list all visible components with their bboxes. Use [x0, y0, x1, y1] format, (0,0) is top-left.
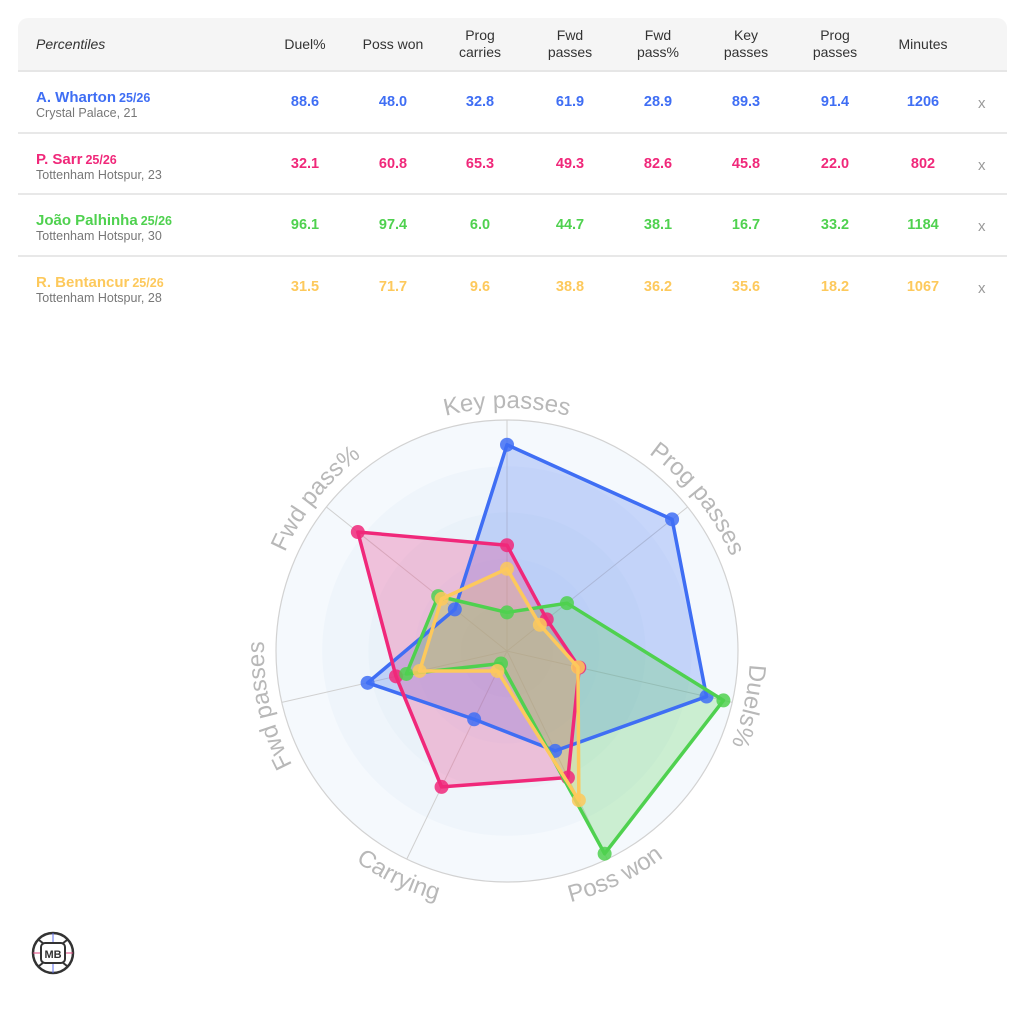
radar-spoke [406, 650, 508, 860]
season-label: 25/26 [132, 275, 164, 290]
data-point[interactable] [532, 617, 547, 632]
data-point[interactable] [399, 666, 414, 681]
data-point[interactable] [665, 512, 680, 527]
cell-poss_won: 60.8 [378, 155, 408, 172]
cell-key_passes: 16.7 [731, 217, 761, 233]
cell-minutes: 802 [910, 155, 936, 172]
axis-label: Key passes [441, 387, 573, 422]
series-line [365, 442, 709, 753]
cell-poss_won: 97.4 [378, 217, 408, 233]
data-point[interactable] [559, 596, 574, 611]
header-poss_won[interactable]: Poss won [362, 35, 424, 52]
cell-minutes: 1206 [906, 94, 940, 110]
cell-minutes: 1067 [906, 278, 940, 295]
player-team-age: Tottenham Hotspur, 28 [36, 290, 162, 305]
player-name[interactable]: A. Wharton 25/26 [36, 89, 151, 106]
season-label: 25/26 [140, 214, 172, 228]
percentiles-table: Percentiles Duel% Poss won Prog carries Fwd p… [18, 18, 1007, 318]
data-point[interactable] [360, 675, 375, 690]
header-fwd_pass_pct[interactable]: Fwd pass% [636, 27, 680, 60]
header-minutes[interactable]: Minutes [898, 35, 948, 52]
player-name[interactable]: R. Bentancur 25/26 [36, 273, 164, 291]
data-point[interactable] [500, 437, 514, 452]
data-point[interactable] [716, 693, 731, 708]
cell-fwd_pass_pct: 82.6 [643, 155, 673, 172]
data-point[interactable] [500, 605, 514, 620]
cell-duel_pct: 88.6 [290, 94, 320, 110]
table-row: João Palhinha 25/26 Tottenham Hotspur, 30 9… [18, 195, 1007, 257]
cell-key_passes: 35.6 [731, 278, 761, 295]
cell-duel_pct: 96.1 [290, 217, 320, 233]
table-row: P. Sarr 25/26 Tottenham Hotspur, 23 32.1 60.… [18, 134, 1007, 195]
cell-duel_pct: 32.1 [290, 155, 320, 172]
cell-prog_carries: 32.8 [465, 94, 495, 110]
data-point[interactable] [597, 846, 612, 861]
season-label: 25/26 [85, 152, 117, 167]
cell-prog_passes: 22.0 [820, 155, 850, 172]
table-row: R. Bentancur 25/26 Tottenham Hotspur, 28 31… [18, 257, 1007, 319]
data-point[interactable] [500, 538, 514, 553]
radar-spoke [506, 650, 733, 703]
data-point[interactable] [350, 525, 365, 540]
cell-minutes: 1184 [907, 217, 939, 233]
player-name[interactable]: João Palhinha 25/26 [36, 212, 172, 229]
data-point[interactable] [490, 663, 505, 678]
header-key_passes[interactable]: Key passes [723, 27, 769, 60]
header-fwd_passes[interactable]: Fwd passes [547, 27, 593, 60]
cell-duel_pct: 31.5 [290, 278, 320, 295]
cell-prog_passes: 91.4 [820, 94, 850, 110]
cell-prog_carries: 6.0 [469, 217, 491, 233]
cell-prog_carries: 9.6 [469, 278, 491, 295]
series-area [406, 596, 724, 854]
remove-player-button[interactable]: x [978, 279, 986, 297]
table-header: Percentiles Duel% Poss won Prog carries Fwd p… [18, 18, 1007, 72]
season-label: 25/26 [119, 91, 151, 105]
data-point[interactable] [467, 712, 482, 727]
cell-fwd_pass_pct: 38.1 [643, 217, 673, 233]
header-prog_passes[interactable]: Prog passes [812, 27, 858, 60]
cell-fwd_passes: 38.8 [555, 278, 585, 295]
cell-fwd_passes: 49.3 [555, 155, 585, 172]
player-team-age: Tottenham Hotspur, 30 [36, 229, 162, 243]
data-point[interactable] [571, 793, 586, 808]
header-percentiles: Percentiles [36, 35, 106, 52]
table-row: A. Wharton 25/26 Crystal Palace, 21 88.6 48.… [18, 72, 1007, 134]
mb-logo-icon: MB [31, 931, 75, 975]
cell-prog_passes: 33.2 [820, 217, 850, 233]
remove-player-button[interactable]: x [978, 95, 986, 112]
cell-fwd_pass_pct: 28.9 [643, 94, 673, 110]
data-point[interactable] [570, 660, 585, 675]
header-duel_pct[interactable]: Duel% [284, 35, 326, 52]
cell-fwd_passes: 61.9 [555, 94, 585, 110]
series-line [356, 530, 582, 789]
header-prog_carries[interactable]: Prog carries [458, 27, 501, 60]
remove-player-button[interactable]: x [978, 218, 986, 235]
svg-text:MB: MB [44, 949, 61, 961]
cell-fwd_passes: 44.7 [555, 217, 585, 233]
table-body: A. Wharton 25/26 Crystal Palace, 21 88.6 48.… [18, 72, 1007, 318]
cell-prog_passes: 18.2 [820, 278, 850, 295]
data-point[interactable] [500, 561, 514, 576]
player-name[interactable]: P. Sarr 25/26 [36, 150, 117, 168]
player-team-age: Crystal Palace, 21 [36, 106, 138, 120]
cell-poss_won: 71.7 [378, 278, 408, 295]
cell-key_passes: 89.3 [731, 94, 761, 110]
player-team-age: Tottenham Hotspur, 23 [36, 167, 162, 182]
data-point[interactable] [412, 663, 427, 678]
data-point[interactable] [447, 602, 462, 617]
data-point[interactable] [434, 779, 449, 794]
cell-fwd_pass_pct: 36.2 [643, 278, 673, 295]
series-line [417, 567, 581, 802]
data-point[interactable] [434, 591, 449, 606]
remove-player-button[interactable]: x [978, 156, 986, 174]
cell-key_passes: 45.8 [731, 155, 761, 172]
cell-prog_carries: 65.3 [465, 155, 495, 172]
cell-poss_won: 48.0 [378, 94, 408, 110]
